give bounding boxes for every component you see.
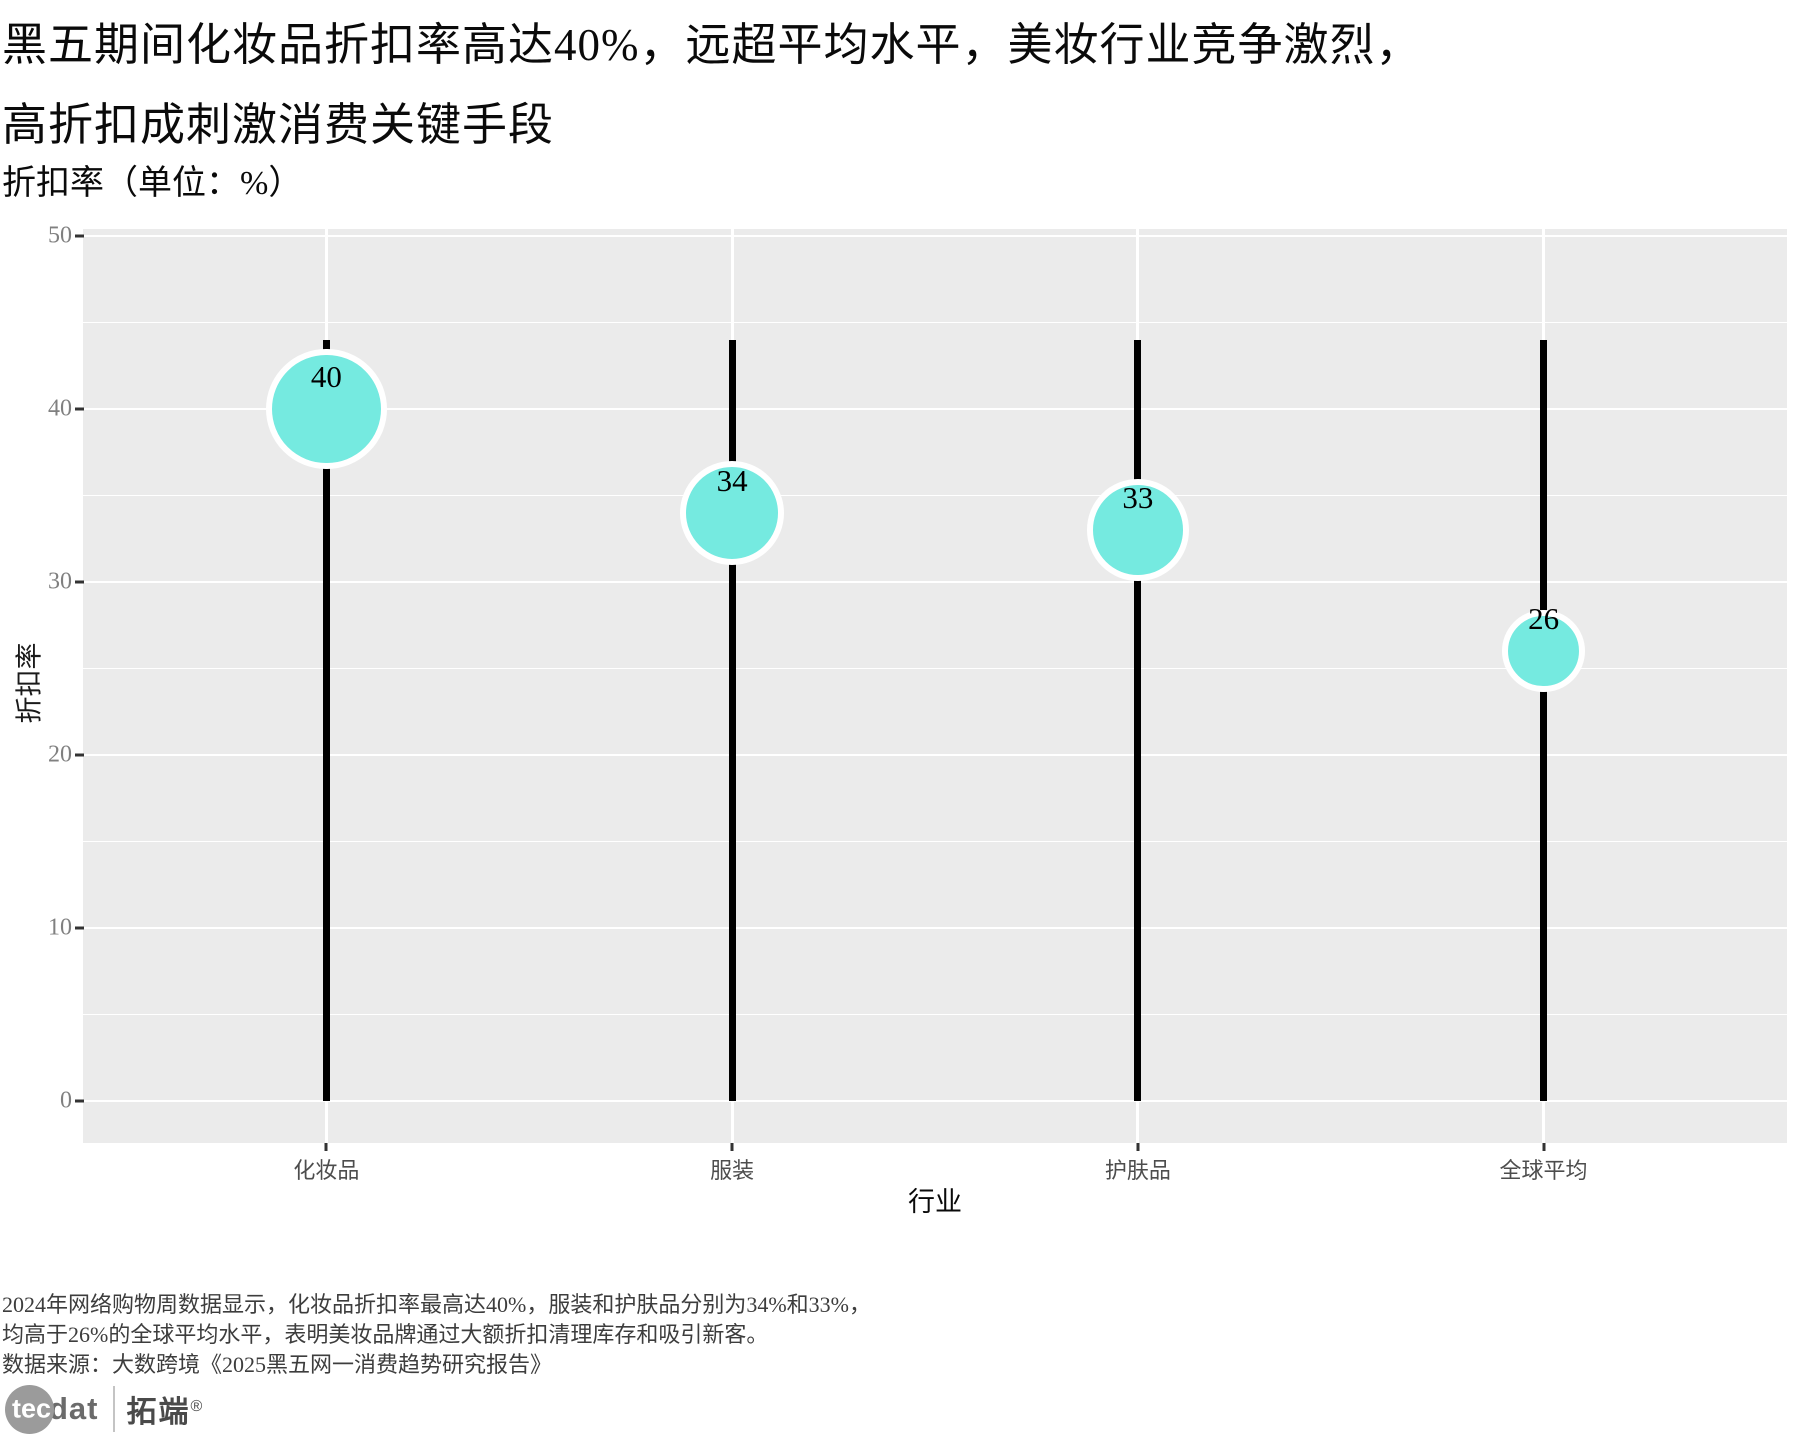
y-tick-mark-0 — [75, 1099, 84, 1103]
major-gridline-0 — [83, 1099, 1787, 1103]
major-gridline-50 — [83, 234, 1787, 238]
x-tick-mark-全球平均 — [1542, 1143, 1546, 1151]
logo-separator — [112, 1386, 115, 1432]
minor-gridline-25 — [83, 667, 1787, 670]
stem-化妆品 — [322, 339, 330, 1101]
major-gridline-10 — [83, 926, 1787, 930]
y-axis-title: 折扣率 — [14, 642, 45, 724]
major-gridline-30 — [83, 580, 1787, 584]
tecdat-logo: tec dat 拓端® — [5, 1384, 204, 1434]
major-gridline-40 — [83, 407, 1787, 411]
x-tick-mark-化妆品 — [324, 1143, 328, 1151]
chart-subtitle: 折扣率（单位：%） — [2, 165, 303, 202]
y-tick-label-0: 0 — [60, 1087, 72, 1114]
minor-gridline-45 — [83, 321, 1787, 324]
data-point-全球平均 — [1502, 609, 1585, 693]
footer-note-line-2: 均高于26%的全球平均水平，表明美妆品牌通过大额折扣清理库存和吸引新客。 — [2, 1322, 769, 1347]
y-tick-mark-40 — [75, 407, 84, 411]
stem-服装 — [728, 339, 736, 1101]
minor-gridline-35 — [83, 494, 1787, 497]
data-point-服装 — [680, 460, 785, 565]
data-point-化妆品 — [266, 348, 387, 470]
data-label-服装: 34 — [716, 462, 748, 498]
minor-gridline-15 — [83, 840, 1787, 843]
x-axis-title: 行业 — [908, 1187, 962, 1217]
x-tick-label-全球平均: 全球平均 — [1499, 1158, 1588, 1183]
chart-title-line-2: 高折扣成刺激消费关键手段 — [2, 100, 555, 150]
x-tick-label-服装: 服装 — [710, 1158, 755, 1183]
y-tick-label-50: 50 — [48, 222, 72, 249]
y-tick-mark-20 — [75, 753, 84, 757]
minor-gridline-5 — [83, 1013, 1787, 1016]
y-tick-label-40: 40 — [48, 395, 72, 422]
chart-title-line-1: 黑五期间化妆品折扣率高达40%，远超平均水平，美妆行业竞争激烈， — [2, 20, 1422, 70]
data-label-护肤品: 33 — [1122, 480, 1154, 516]
y-tick-label-20: 20 — [48, 741, 72, 768]
footer-source-line: 数据来源：大数跨境《2025黑五网一消费趋势研究报告》 — [2, 1352, 553, 1377]
data-label-全球平均: 26 — [1528, 601, 1560, 637]
data-label-化妆品: 40 — [310, 359, 342, 394]
y-tick-mark-30 — [75, 580, 84, 584]
plot-panel: 40 34 33 26 — [83, 229, 1787, 1143]
y-tick-mark-10 — [75, 926, 84, 930]
tecdat-logo-circle-icon: tec — [5, 1384, 54, 1434]
x-tick-mark-护肤品 — [1136, 1143, 1140, 1151]
logo-tec-text: tec — [12, 1393, 52, 1424]
major-gridline-20 — [83, 753, 1787, 757]
data-point-护肤品 — [1087, 479, 1189, 581]
x-tick-mark-服装 — [730, 1143, 734, 1151]
stem-全球平均 — [1540, 339, 1548, 1101]
stem-护肤品 — [1134, 339, 1142, 1101]
logo-dat-text: dat — [49, 1391, 99, 1426]
logo-registered-mark: ® — [190, 1398, 205, 1415]
x-tick-label-化妆品: 化妆品 — [293, 1158, 360, 1183]
logo-brand-text: 拓端® — [126, 1396, 205, 1429]
x-tick-label-护肤品: 护肤品 — [1104, 1158, 1171, 1183]
y-tick-label-30: 30 — [48, 568, 72, 595]
y-tick-label-10: 10 — [48, 914, 72, 941]
footer-note-line-1: 2024年网络购物周数据显示，化妆品折扣率最高达40%，服装和护肤品分别为34%… — [2, 1292, 871, 1317]
y-tick-mark-50 — [75, 234, 84, 238]
